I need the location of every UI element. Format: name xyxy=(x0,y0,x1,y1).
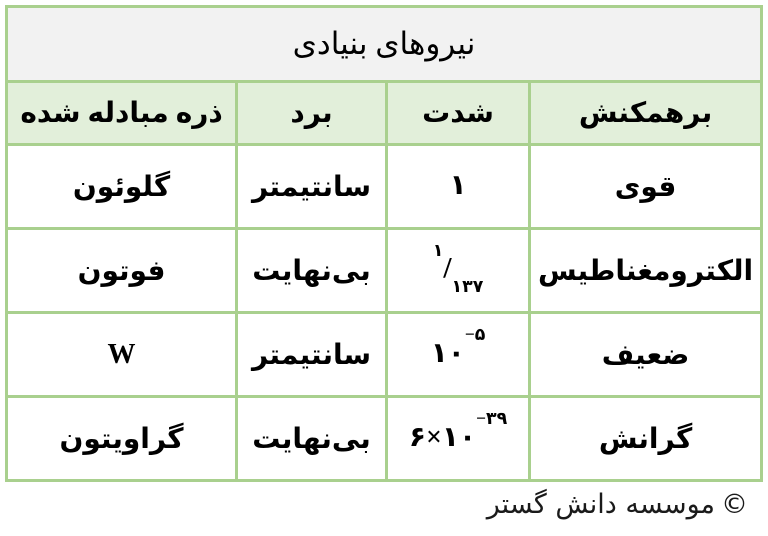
copyright-text: موسسه دانش گستر xyxy=(486,489,715,520)
cell-intensity: ۱ xyxy=(385,143,532,230)
cell-exchanged-particle: فوتون xyxy=(4,227,239,314)
cell-interaction: ضعیف xyxy=(528,311,764,398)
header-range: برد xyxy=(235,80,389,146)
cell-interaction: قوی xyxy=(528,143,764,230)
copyright-note: ©موسسه دانش گستر xyxy=(487,489,748,520)
table-title-row: نیروهای بنیادی xyxy=(4,5,764,83)
intensity-value: ۱ xyxy=(449,169,467,201)
cell-range: بی‌نهایت xyxy=(235,227,389,314)
table-row-electromagnetic: الکترومغناطیس ۱/۱۳۷ بی‌نهایت فوتون xyxy=(4,227,764,314)
cell-intensity: ۶×۱۰−۳۹ xyxy=(385,395,532,482)
table-row-weak: ضعیف ۱۰−۵ سانتیمتر W xyxy=(4,311,764,398)
cell-interaction: گرانش xyxy=(528,395,764,482)
cell-intensity: ۱/۱۳۷ xyxy=(385,227,532,314)
cell-exchanged-particle: گلوئون xyxy=(4,143,239,230)
cell-intensity: ۱۰−۵ xyxy=(385,311,532,398)
header-intensity: شدت xyxy=(385,80,532,146)
table-header-row: برهمکنش شدت برد ذره مبادله شده xyxy=(4,80,764,146)
cell-range: سانتیمتر xyxy=(235,143,389,230)
header-exchanged-particle: ذره مبادله شده xyxy=(4,80,239,146)
intensity-value: ۱۰−۵ xyxy=(430,325,486,369)
fundamental-forces-table: نیروهای بنیادی برهمکنش شدت برد ذره مبادل… xyxy=(4,5,764,482)
cell-range: سانتیمتر xyxy=(235,311,389,398)
table-row-strong: قوی ۱ سانتیمتر گلوئون xyxy=(4,143,764,230)
table-title: نیروهای بنیادی xyxy=(4,5,764,83)
intensity-value: ۱/۱۳۷ xyxy=(432,240,484,296)
cell-exchanged-particle: گراویتون xyxy=(4,395,239,482)
intensity-value: ۶×۱۰−۳۹ xyxy=(408,409,508,453)
copyright-icon: © xyxy=(721,489,748,520)
header-interaction: برهمکنش xyxy=(528,80,764,146)
cell-interaction: الکترومغناطیس xyxy=(528,227,764,314)
cell-range: بی‌نهایت xyxy=(235,395,389,482)
cell-exchanged-particle: W xyxy=(4,311,239,398)
table-row-gravity: گرانش ۶×۱۰−۳۹ بی‌نهایت گراویتون xyxy=(4,395,764,482)
